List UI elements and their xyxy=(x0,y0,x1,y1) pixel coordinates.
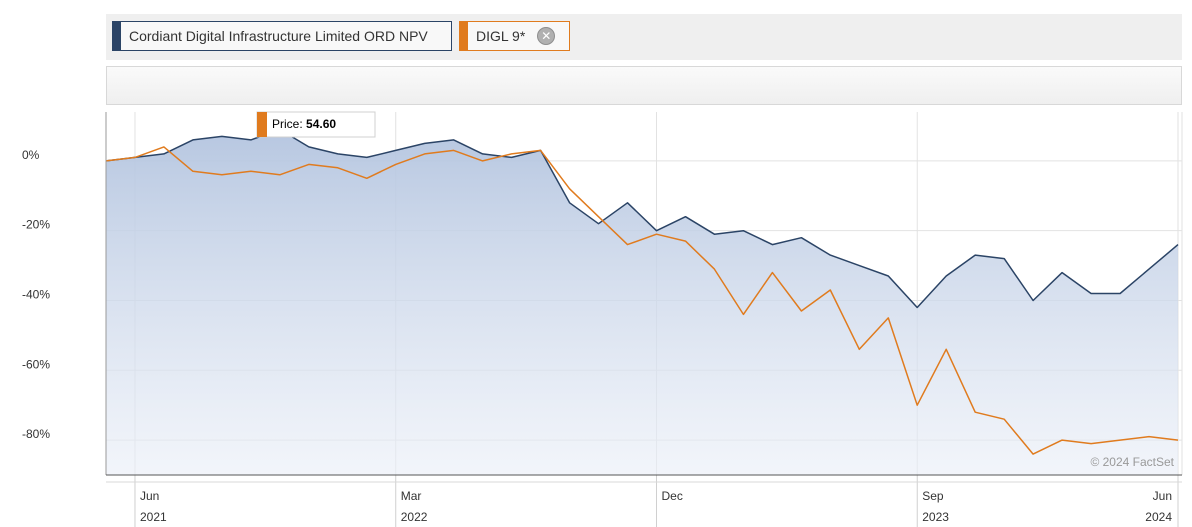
y-tick-label: -20% xyxy=(22,218,50,232)
y-tick-label: -60% xyxy=(22,357,50,371)
x-tick-month: Jun xyxy=(1153,489,1172,503)
y-tick-label: -40% xyxy=(22,287,50,301)
legend-swatch-secondary xyxy=(460,22,468,50)
x-tick-month: Sep xyxy=(922,489,944,503)
x-tick-month: Dec xyxy=(661,489,682,503)
legend-swatch-primary xyxy=(113,22,121,50)
x-tick-month: Jun xyxy=(140,489,159,503)
y-tick-label: -80% xyxy=(22,427,50,441)
x-tick-year: 2022 xyxy=(401,510,428,524)
tooltip-label: Price: 54.60 xyxy=(272,117,336,131)
legend-label-secondary: DIGL 9* xyxy=(476,28,526,44)
x-tick-year: 2023 xyxy=(922,510,949,524)
legend-chip-secondary[interactable]: DIGL 9* ✕ xyxy=(459,21,570,51)
label-layer: 0% -20% -40% -60% -80% Jun 2021 Mar 2022 Dec Sep 20… xyxy=(22,148,1172,524)
legend-bar: Cordiant Digital Infrastructure Limited … xyxy=(106,14,1182,60)
series-area-0 xyxy=(106,129,1178,475)
legend-label-primary: Cordiant Digital Infrastructure Limited … xyxy=(129,28,428,44)
chart-credit: © 2024 FactSet xyxy=(1090,455,1174,469)
series-line-1 xyxy=(105,146,1179,455)
close-icon[interactable]: ✕ xyxy=(537,27,556,45)
price-tooltip: Price: 54.60 xyxy=(256,111,376,138)
x-tick-year: 2021 xyxy=(140,510,167,524)
x-tick-month: Mar xyxy=(401,489,422,503)
area-layer xyxy=(106,129,1178,475)
x-tick-year: 2024 xyxy=(1145,510,1172,524)
tooltip-swatch xyxy=(257,112,267,137)
legend-chip-primary[interactable]: Cordiant Digital Infrastructure Limited … xyxy=(112,21,452,51)
y-tick-label: 0% xyxy=(22,148,40,162)
axis-layer xyxy=(105,112,1183,527)
chart-toolbar xyxy=(106,66,1182,105)
